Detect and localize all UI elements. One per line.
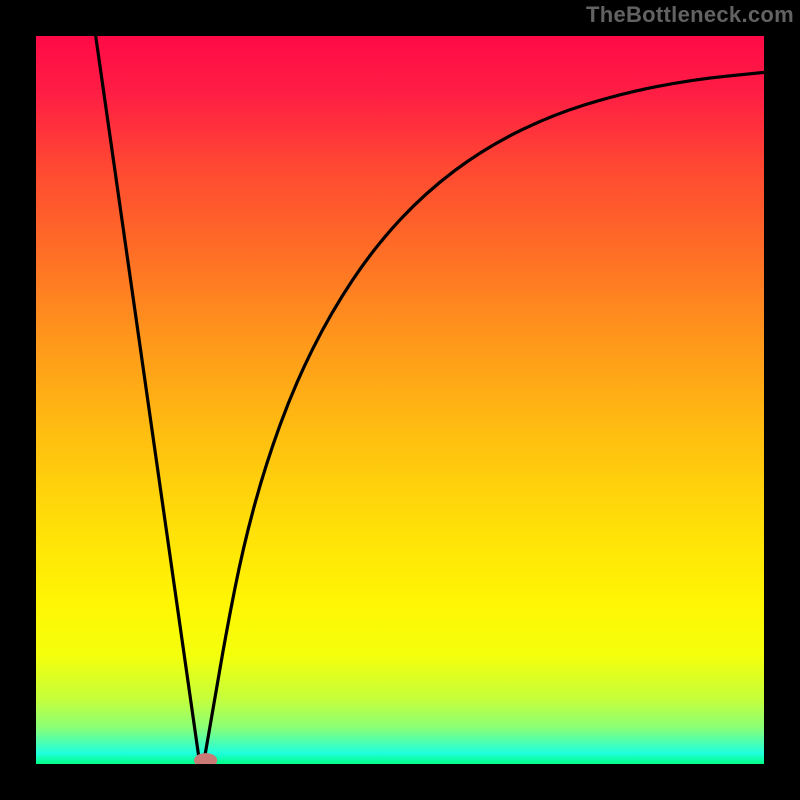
plot-area [36,36,764,764]
chart-frame: TheBottleneck.com [0,0,800,800]
plot-svg [36,36,764,764]
gradient-background [36,36,764,764]
attribution-text: TheBottleneck.com [586,2,794,28]
